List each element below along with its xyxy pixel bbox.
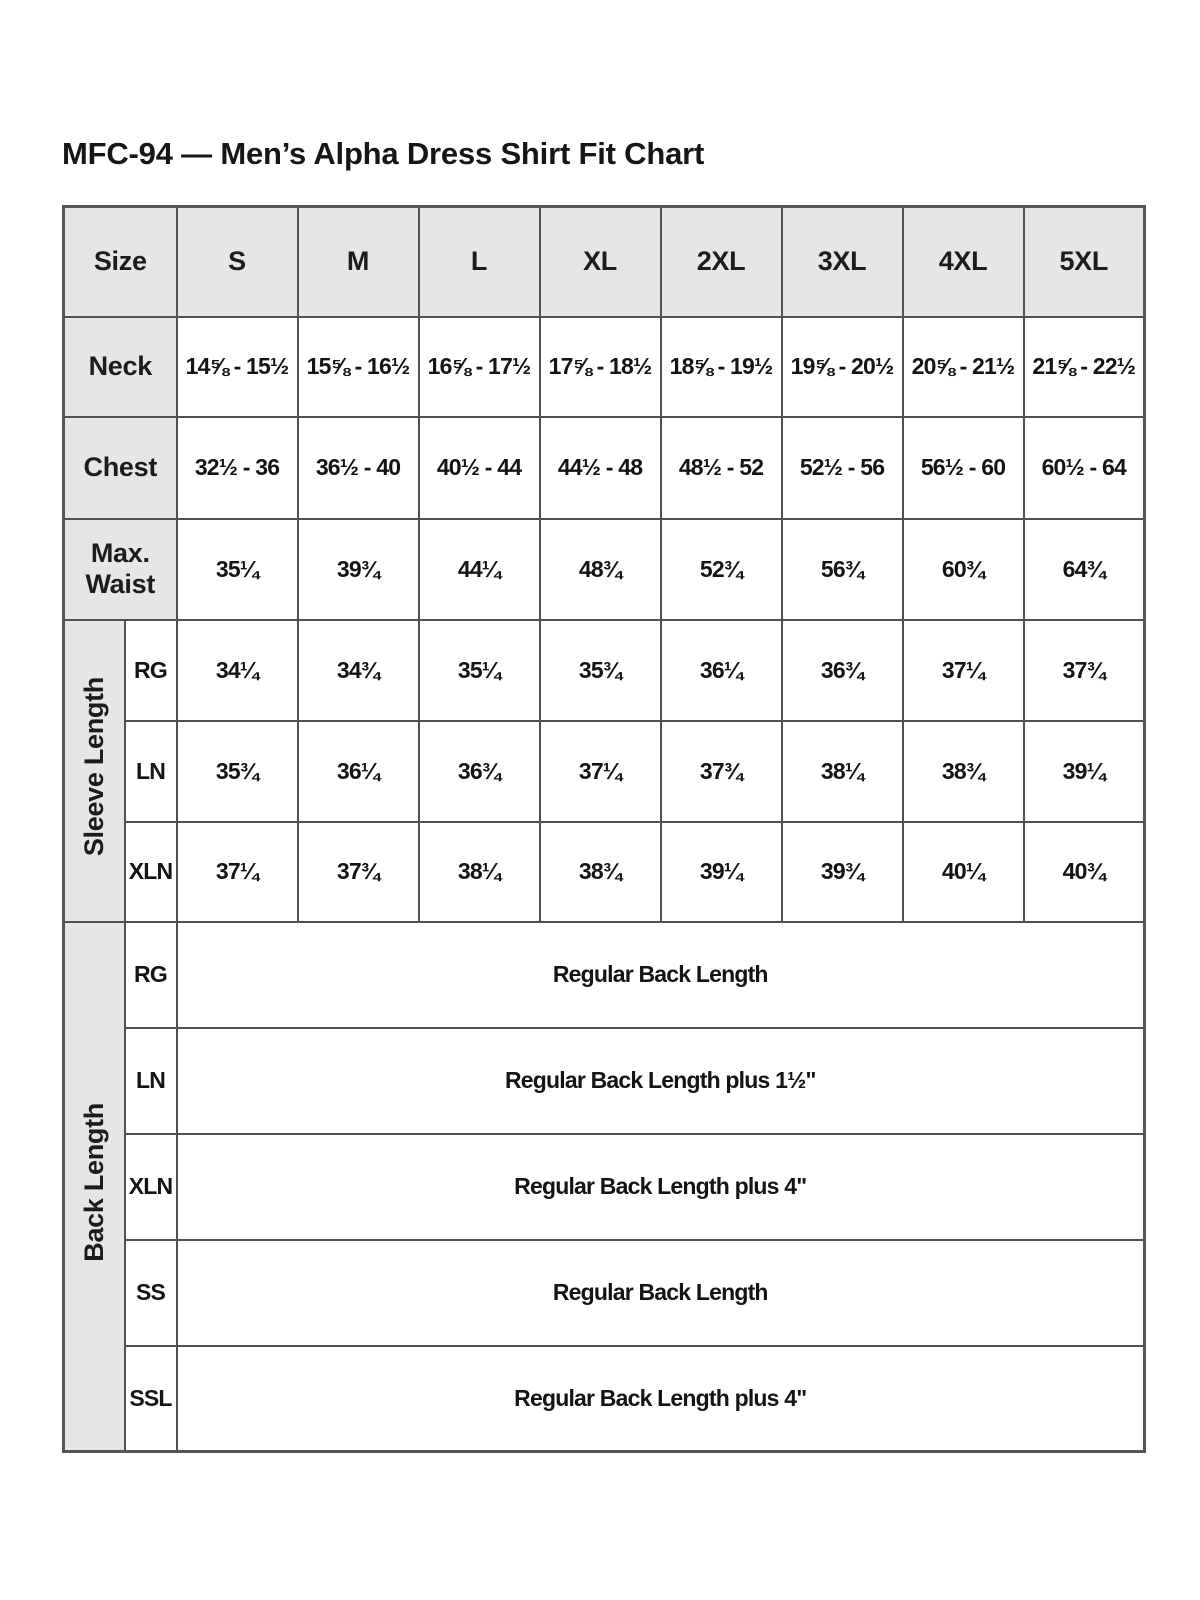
chest-value-cell: 40½ - 44 [417, 415, 541, 520]
size-header-cell: 4XL [901, 205, 1025, 318]
neck-value-cell: 16⅝ - 17½ [417, 315, 541, 418]
back-rg-text-cell: Regular Back Length [175, 920, 1146, 1029]
fit-chart-table: Size S M L XL 2XL 3XL 4XL 5XL Neck 14⅝ -… [62, 205, 1147, 1453]
max-waist-value-cell: 35¼ [175, 517, 299, 621]
sleeve-ln-value-cell: 38¾ [901, 719, 1025, 823]
back-ss-text-cell: Regular Back Length [175, 1238, 1146, 1347]
back-ln-text-cell: Regular Back Length plus 1½" [175, 1026, 1146, 1135]
sleeve-ln-value-cell: 36¾ [417, 719, 541, 823]
table-row-back-xln: XLN Regular Back Length plus 4" [64, 1132, 1146, 1241]
sleeve-rg-value-cell: 35¼ [417, 618, 541, 722]
page-title: MFC-94 — Men’s Alpha Dress Shirt Fit Cha… [62, 136, 705, 171]
sleeve-ln-value-cell: 38¼ [780, 719, 904, 823]
table-row-back-rg: Back Length RG Regular Back Length [62, 920, 1146, 1453]
size-header-cell: 3XL [780, 205, 904, 318]
back-ln-label: LN [123, 1026, 178, 1135]
size-corner-label: Size [62, 205, 178, 318]
sleeve-ln-value-cell: 35¾ [175, 719, 299, 823]
sleeve-rg-value-cell: 34¾ [296, 618, 420, 722]
neck-value-cell: 21⅝ - 22½ [1022, 315, 1146, 418]
max-waist-value-cell: 39¾ [296, 517, 420, 621]
table-row-header: Size S M L XL 2XL 3XL 4XL 5XL [62, 205, 1146, 318]
sleeve-rg-value-cell: 35¾ [538, 618, 662, 722]
table-row-neck: Neck 14⅝ - 15½ 15⅝ - 16½ 16⅝ - 17½ 17⅝ -… [62, 315, 1146, 418]
back-ssl-text-cell: Regular Back Length plus 4" [175, 1344, 1146, 1453]
neck-value-cell: 15⅝ - 16½ [296, 315, 420, 418]
sleeve-ln-value-cell: 39¼ [1022, 719, 1146, 823]
sleeve-xln-value-cell: 40¾ [1022, 820, 1146, 923]
sleeve-xln-value-cell: 38¼ [417, 820, 541, 923]
chest-value-cell: 36½ - 40 [296, 415, 420, 520]
neck-value-cell: 14⅝ - 15½ [175, 315, 299, 418]
sleeve-xln-value-cell: 37¼ [175, 820, 299, 923]
max-waist-row-label: Max. Waist [62, 517, 178, 621]
sleeve-rg-value-cell: 37¼ [901, 618, 1025, 722]
table-row-sleeve-xln: XLN 37¼ 37¾ 38¼ 38¾ 39¼ 39¾ 40¼ 40¾ [64, 820, 1146, 923]
sleeve-xln-value-cell: 39¾ [780, 820, 904, 923]
max-waist-value-cell: 48¾ [538, 517, 662, 621]
chest-value-cell: 48½ - 52 [659, 415, 783, 520]
back-rg-label: RG [123, 920, 178, 1029]
size-header-cell: 5XL [1022, 205, 1146, 318]
sleeve-xln-value-cell: 40¼ [901, 820, 1025, 923]
back-ss-label: SS [123, 1238, 178, 1347]
chest-value-cell: 44½ - 48 [538, 415, 662, 520]
size-header-cell: S [175, 205, 299, 318]
max-waist-value-cell: 52¾ [659, 517, 783, 621]
max-waist-value-cell: 44¼ [417, 517, 541, 621]
size-header-cell: 2XL [659, 205, 783, 318]
sleeve-xln-value-cell: 37¾ [296, 820, 420, 923]
table-row-sleeve-ln: LN 35¾ 36¼ 36¾ 37¼ 37¾ 38¼ 38¾ 39¼ [64, 719, 1146, 823]
sleeve-xln-value-cell: 39¼ [659, 820, 783, 923]
max-waist-value-cell: 64¾ [1022, 517, 1146, 621]
sleeve-ln-value-cell: 37¾ [659, 719, 783, 823]
chest-value-cell: 56½ - 60 [901, 415, 1025, 520]
sleeve-ln-label: LN [123, 719, 178, 823]
chest-value-cell: 52½ - 56 [780, 415, 904, 520]
sleeve-xln-label: XLN [123, 820, 178, 923]
neck-value-cell: 19⅝ - 20½ [780, 315, 904, 418]
table-row-sleeve-rg: Sleeve Length RG 34¼ 34¾ 35¼ 35¾ 36¼ 36¾… [62, 618, 1146, 923]
chest-value-cell: 60½ - 64 [1022, 415, 1146, 520]
sleeve-rg-value-cell: 34¼ [175, 618, 299, 722]
table-row-chest: Chest 32½ - 36 36½ - 40 40½ - 44 44½ - 4… [62, 415, 1146, 520]
chest-row-label: Chest [62, 415, 178, 520]
sleeve-length-section-label: Sleeve Length [62, 618, 126, 923]
sleeve-xln-value-cell: 38¾ [538, 820, 662, 923]
size-header-cell: M [296, 205, 420, 318]
max-waist-value-cell: 56¾ [780, 517, 904, 621]
sleeve-rg-label: RG [123, 618, 178, 722]
sleeve-ln-value-cell: 36¼ [296, 719, 420, 823]
table-row-back-ssl: SSL Regular Back Length plus 4" [64, 1344, 1146, 1453]
sleeve-rg-value-cell: 37¾ [1022, 618, 1146, 722]
neck-value-cell: 17⅝ - 18½ [538, 315, 662, 418]
back-xln-label: XLN [123, 1132, 178, 1241]
size-header-cell: L [417, 205, 541, 318]
back-xln-text-cell: Regular Back Length plus 4" [175, 1132, 1146, 1241]
table-row-back-ss: SS Regular Back Length [64, 1238, 1146, 1347]
neck-value-cell: 20⅝ - 21½ [901, 315, 1025, 418]
sleeve-rg-value-cell: 36¼ [659, 618, 783, 722]
sleeve-ln-value-cell: 37¼ [538, 719, 662, 823]
table-row-max-waist: Max. Waist 35¼ 39¾ 44¼ 48¾ 52¾ 56¾ 60¾ 6… [62, 517, 1146, 621]
size-header-cell: XL [538, 205, 662, 318]
max-waist-value-cell: 60¾ [901, 517, 1025, 621]
back-ssl-label: SSL [123, 1344, 178, 1453]
table-row-back-ln: LN Regular Back Length plus 1½" [64, 1026, 1146, 1135]
back-length-section-label: Back Length [62, 920, 126, 1453]
neck-value-cell: 18⅝ - 19½ [659, 315, 783, 418]
sleeve-rg-value-cell: 36¾ [780, 618, 904, 722]
neck-row-label: Neck [62, 315, 178, 418]
chest-value-cell: 32½ - 36 [175, 415, 299, 520]
